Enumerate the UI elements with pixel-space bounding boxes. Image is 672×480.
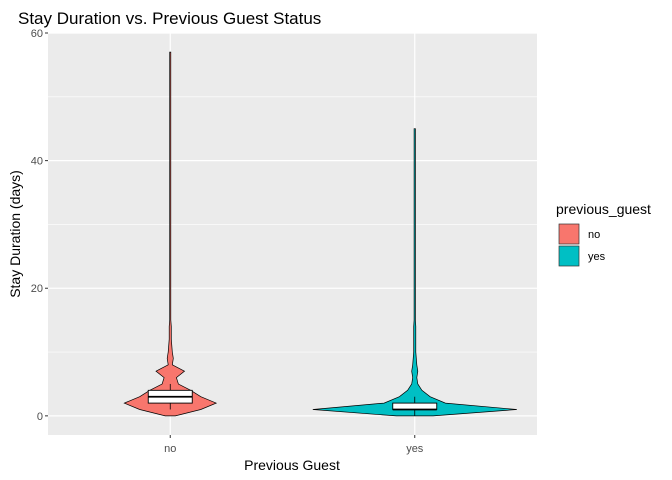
y-tick-label: 60 [31,28,43,40]
y-axis: 0 20 40 60 [31,28,48,423]
legend-key-yes [558,245,580,267]
legend-title: previous_guest [556,201,651,217]
violins [123,51,517,417]
violin-yes [312,128,517,417]
grid-minor [48,96,537,353]
x-tick-label: no [164,443,176,455]
x-axis-title: Previous Guest [244,457,340,473]
box-yes [392,402,438,410]
chart-title: Stay Duration vs. Previous Guest Status [18,9,321,28]
y-axis-title: Stay Duration (days) [7,170,23,298]
legend-label-yes: yes [588,251,606,263]
violin-no [123,51,218,417]
legend-label-no: no [588,229,600,241]
panel-background [48,33,537,435]
y-tick-label: 40 [31,156,43,168]
x-axis: no yes [164,435,424,455]
y-tick-label: 0 [37,411,43,423]
legend: previous_guest no yes [556,201,651,267]
y-tick-label: 20 [31,283,43,295]
legend-key-no [558,223,580,245]
x-tick-label: yes [406,443,424,455]
